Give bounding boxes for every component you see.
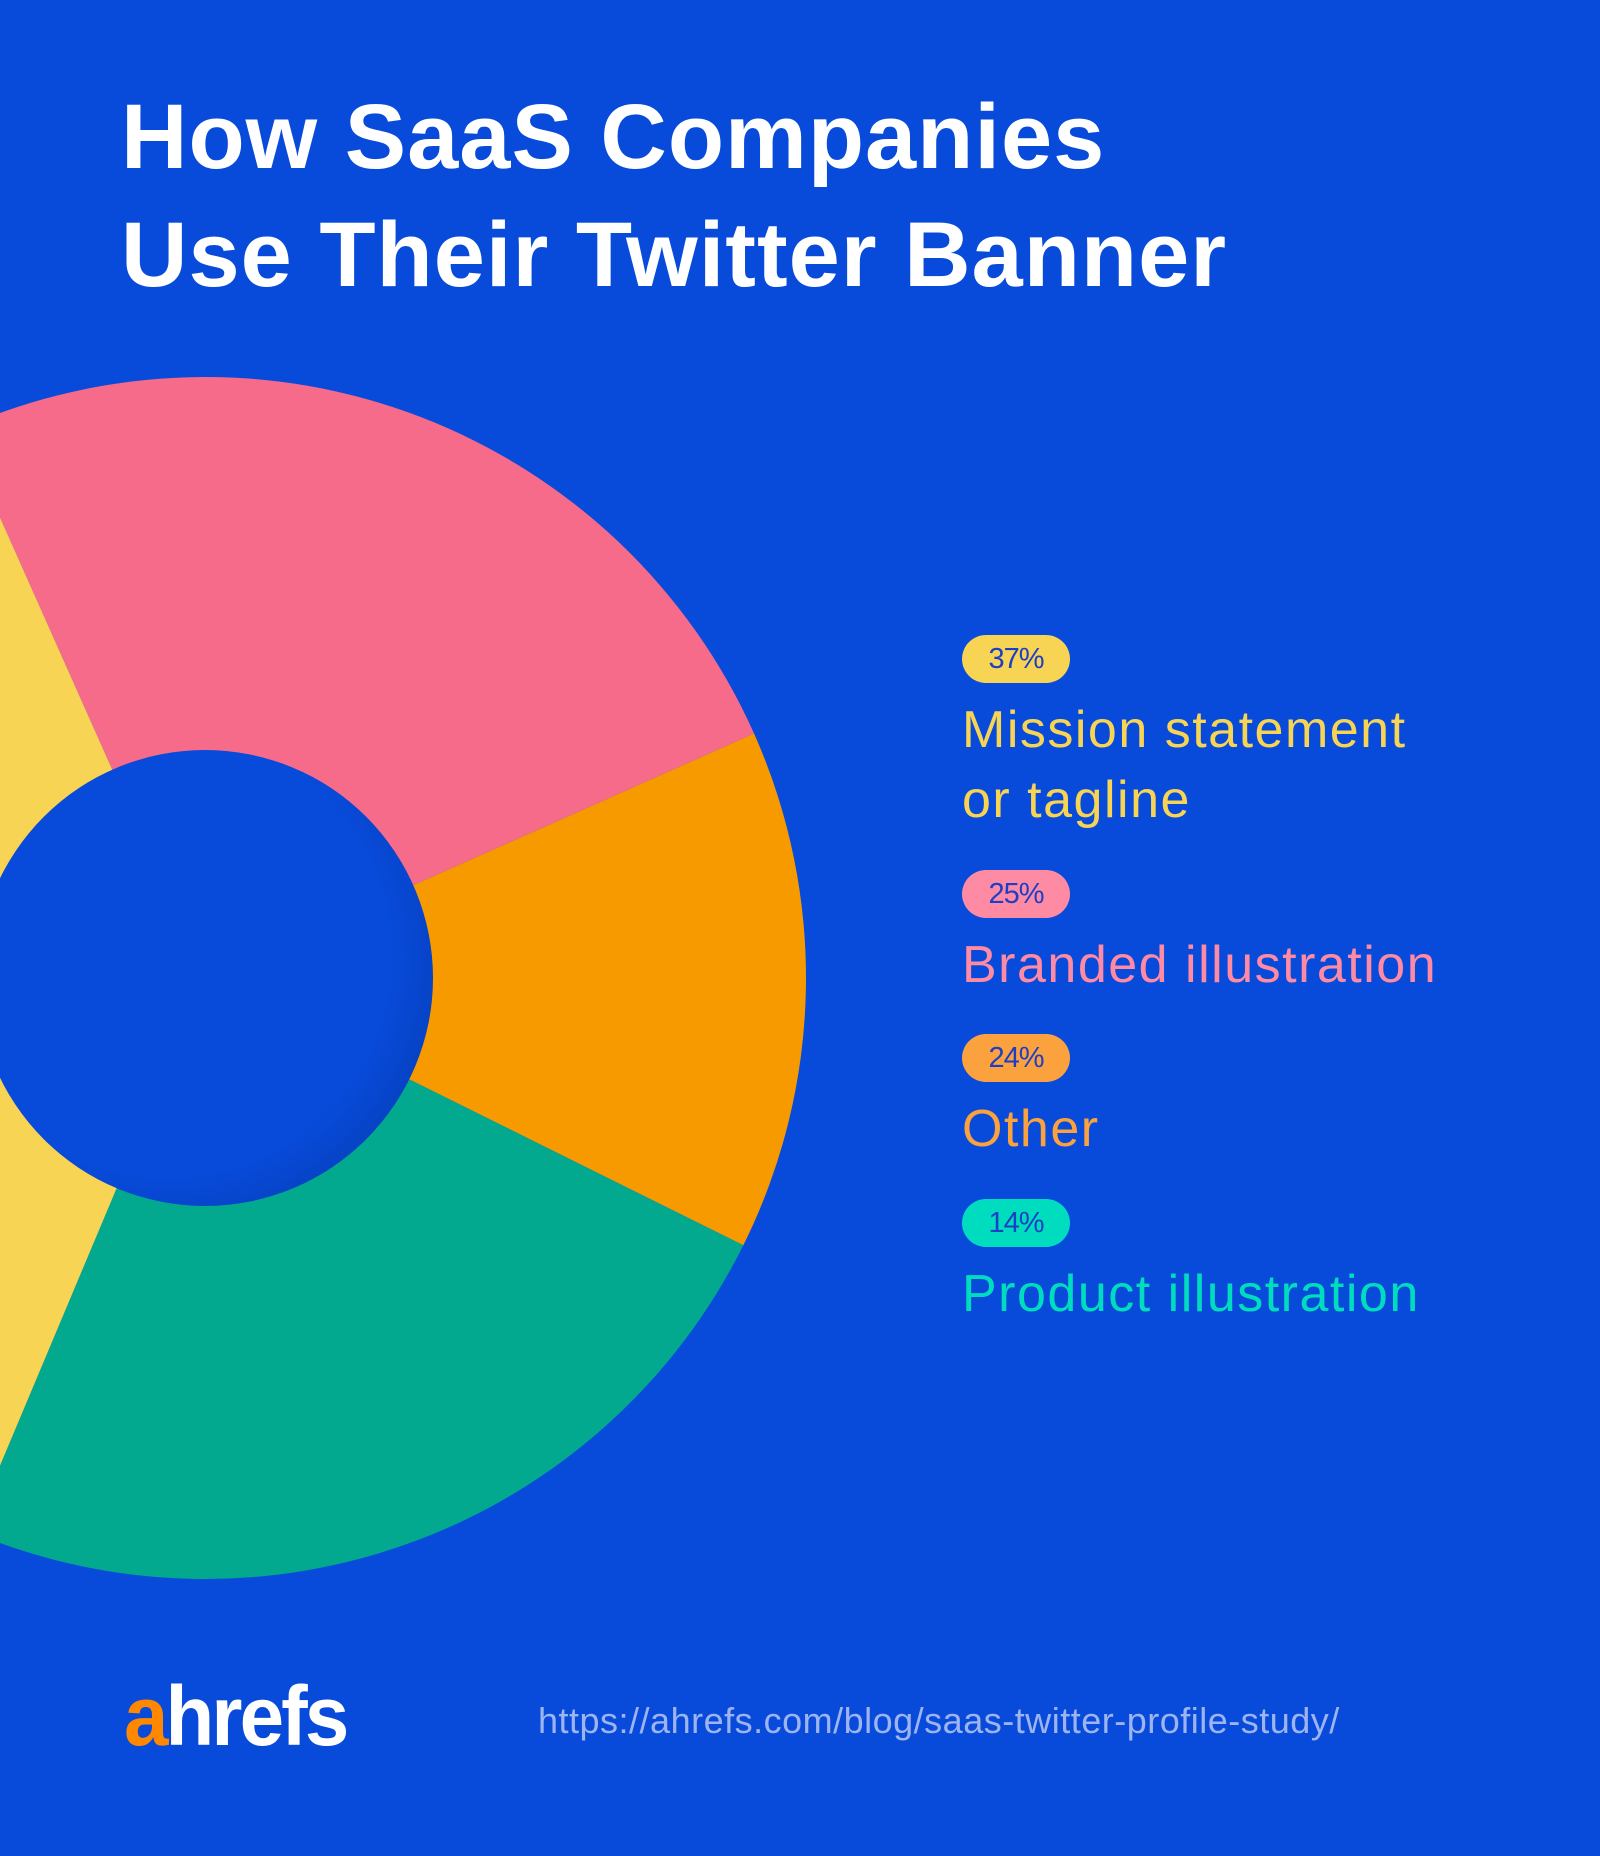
title-line-2: Use Their Twitter Banner	[121, 204, 1228, 306]
chart-title: How SaaS Companies Use Their Twitter Ban…	[121, 78, 1227, 314]
logo-text: hrefs	[165, 1669, 350, 1763]
donut-slice-37	[0, 517, 119, 1466]
percent-badge: 25%	[962, 870, 1070, 918]
legend-item-branded: 25% Branded illustration	[962, 870, 1437, 1000]
legend-item-product: 14% Product illustration	[962, 1199, 1420, 1329]
legend-item-mission: 37% Mission statement or tagline	[962, 635, 1407, 835]
legend-label: Mission statement or tagline	[962, 695, 1407, 835]
legend-label-line-2: or tagline	[962, 771, 1191, 829]
donut-slice-25	[0, 377, 755, 888]
legend-item-other: 24% Other	[962, 1034, 1100, 1164]
percent-badge: 37%	[962, 635, 1070, 683]
legend-label: Product illustration	[962, 1265, 1420, 1323]
legend-label: Branded illustration	[962, 936, 1438, 994]
legend-label-line-1: Mission statement	[962, 701, 1407, 759]
percent-badge: 14%	[962, 1199, 1070, 1247]
legend-label: Other	[962, 1100, 1100, 1158]
ahrefs-logo: ahrefs	[124, 1668, 350, 1765]
source-url: https://ahrefs.com/blog/saas-twitter-pro…	[538, 1700, 1340, 1741]
logo-accent: a	[124, 1669, 168, 1763]
percent-badge: 24%	[962, 1034, 1070, 1082]
donut-slice-14	[404, 733, 806, 1246]
title-line-1: How SaaS Companies	[121, 86, 1106, 188]
donut-hole	[0, 750, 433, 1206]
